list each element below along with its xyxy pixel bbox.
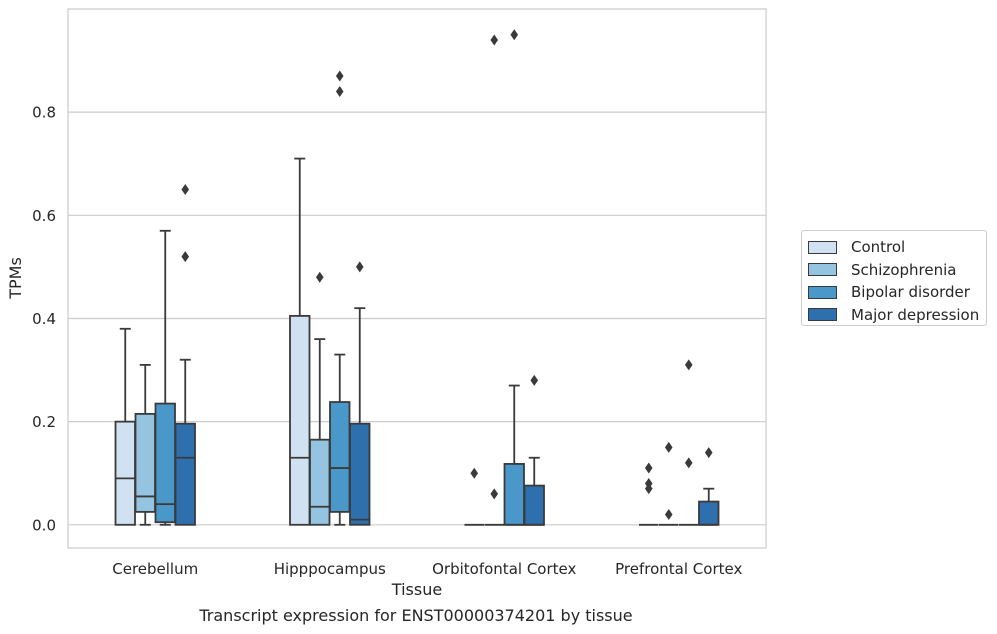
outlier-point [704,447,713,459]
x-axis-ticks: Cerebellum Hipppocampus Orbitofontal Corte… [112,560,742,578]
outlier-point [355,261,364,273]
outlier-point [490,34,499,46]
box-group [639,359,720,526]
box-bipolar-disorder [329,401,351,513]
legend-item: Control [808,236,986,259]
legend-item: Schizophrenia [808,259,986,282]
box-major-depression [523,484,545,526]
x-tick-label: Orbitofontal Cortex [432,560,576,578]
x-tick-label: Hipppocampus [274,560,386,578]
box-control [289,314,311,526]
box-group [289,70,371,526]
legend-item: Bipolar disorder [808,281,986,304]
box-major-depression [698,500,720,526]
figure-caption: Transcript expression for ENST0000037420… [199,606,633,625]
box-major-depression [174,422,196,526]
box-bipolar-disorder [503,463,525,526]
outlier-point [315,271,324,283]
outlier-point [664,508,673,520]
x-tick-label: Cerebellum [112,560,198,578]
y-axis-ticks: 0.0 0.2 0.4 0.6 0.8 [32,104,56,535]
x-axis-label: Tissue [391,580,442,599]
outlier-point [490,488,499,500]
y-axis-label: TPMs [6,257,25,300]
outlier-point [181,184,190,196]
outlier-point [181,251,190,263]
legend-swatch [808,285,837,299]
outlier-point [684,359,693,371]
box-groups [114,29,720,526]
box-major-depression [349,422,371,526]
y-tick-label: 0.0 [32,516,56,534]
legend-label: Major depression [851,305,980,324]
y-tick-label: 0.8 [32,104,56,122]
legend-swatch [808,240,837,254]
box-group [464,29,545,526]
x-tick-label: Prefrontal Cortex [615,560,742,578]
legend-swatch [808,308,837,322]
legend-label: Schizophrenia [851,260,957,279]
box-schizophrenia [309,438,331,526]
y-tick-label: 0.2 [32,413,56,431]
outlier-point [335,86,344,98]
legend-item: Major depression [808,304,986,327]
outlier-point [644,462,653,474]
outlier-point [335,70,344,82]
box-group [114,184,196,526]
outlier-point [470,467,479,479]
outlier-point [510,29,519,41]
box-control [114,420,136,526]
outlier-point [684,457,693,469]
legend-label: Bipolar disorder [851,283,970,302]
outlier-point [530,374,539,386]
y-tick-label: 0.6 [32,207,56,225]
outlier-point [644,483,653,495]
legend: Control Schizophrenia Bipolar disorder Majo… [801,230,987,326]
legend-label: Control [851,238,906,257]
y-tick-label: 0.4 [32,310,56,328]
outlier-point [664,441,673,453]
legend-swatch [808,263,837,277]
